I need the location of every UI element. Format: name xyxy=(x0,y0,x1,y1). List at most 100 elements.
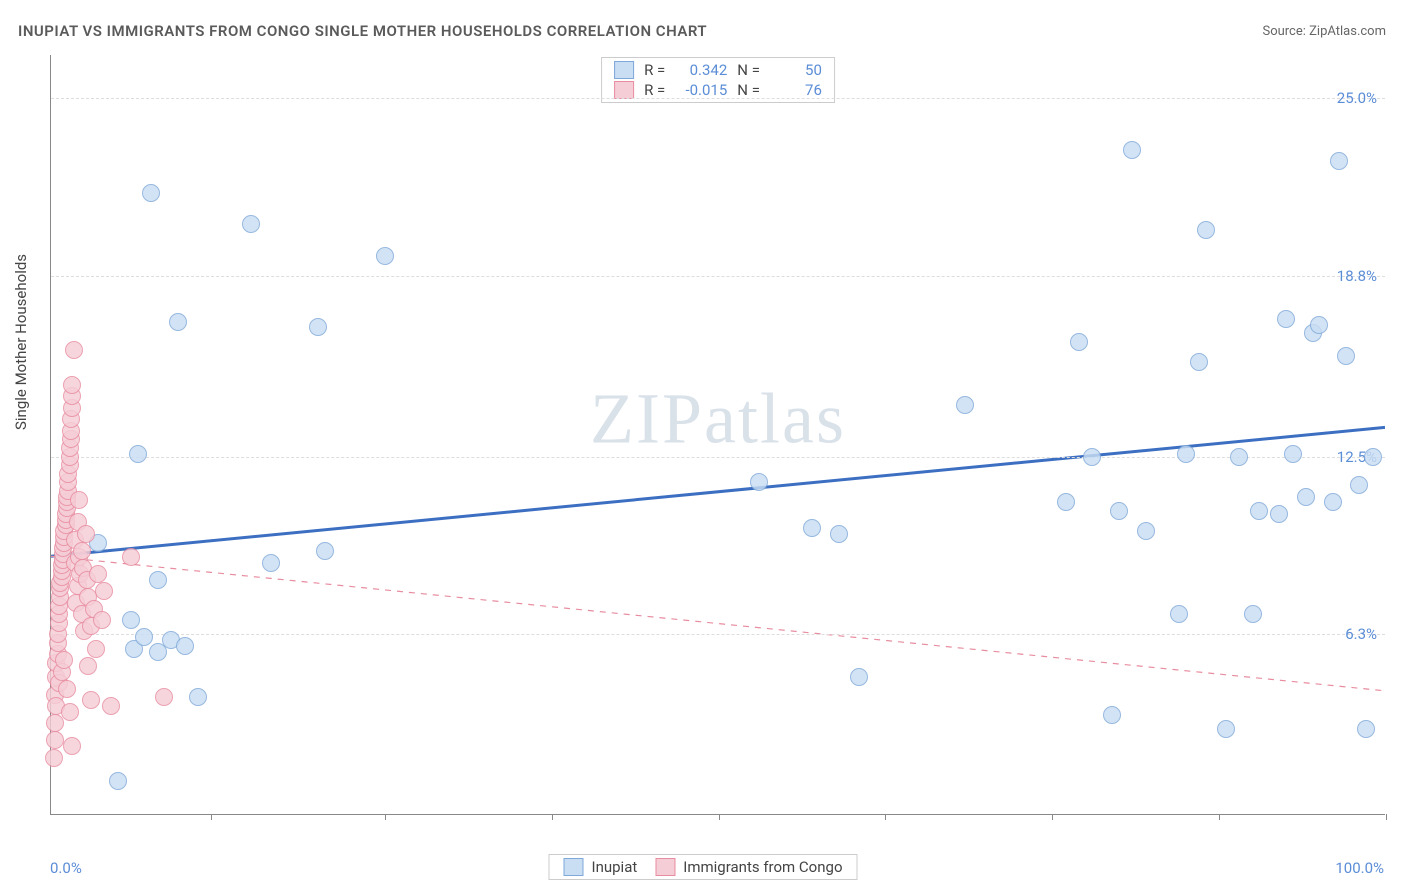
data-point xyxy=(129,445,147,463)
data-point xyxy=(1103,706,1121,724)
x-tick xyxy=(1219,814,1220,820)
data-point xyxy=(1357,720,1375,738)
plot-region: ZIPatlas R = 0.342 N = 50 R = -0.015 N = 76 6.3… xyxy=(50,55,1385,815)
data-point xyxy=(1277,310,1295,328)
y-tick-label: 6.3% xyxy=(1345,625,1377,643)
data-point xyxy=(1217,720,1235,738)
legend-n-value: 76 xyxy=(770,81,822,99)
data-point xyxy=(63,737,81,755)
legend-swatch xyxy=(563,858,583,876)
data-point xyxy=(1230,448,1248,466)
legend-swatch xyxy=(614,61,634,79)
data-point xyxy=(45,749,63,767)
data-point xyxy=(122,548,140,566)
data-point xyxy=(1197,221,1215,239)
data-point xyxy=(1190,353,1208,371)
trend-lines xyxy=(51,55,1385,814)
data-point xyxy=(1070,333,1088,351)
data-point xyxy=(956,396,974,414)
data-point xyxy=(87,640,105,658)
x-tick xyxy=(1386,814,1387,820)
data-point xyxy=(1170,605,1188,623)
data-point xyxy=(1364,448,1382,466)
x-tick xyxy=(385,814,386,820)
legend-r-label: R = xyxy=(644,81,665,99)
data-point xyxy=(376,247,394,265)
data-point xyxy=(262,554,280,572)
legend-row: R = -0.015 N = 76 xyxy=(602,80,834,100)
data-point xyxy=(46,731,64,749)
x-axis-max-label: 100.0% xyxy=(1335,859,1384,877)
data-point xyxy=(1083,448,1101,466)
data-point xyxy=(109,772,127,790)
data-point xyxy=(1057,493,1075,511)
x-tick xyxy=(552,814,553,820)
data-point xyxy=(1350,476,1368,494)
y-tick-label: 25.0% xyxy=(1337,89,1377,107)
series-legend-item: Inupiat xyxy=(563,858,637,876)
legend-r-value: -0.015 xyxy=(675,81,727,99)
legend-r-value: 0.342 xyxy=(675,61,727,79)
legend-row: R = 0.342 N = 50 xyxy=(602,60,834,80)
data-point xyxy=(1310,316,1328,334)
data-point xyxy=(1250,502,1268,520)
data-point xyxy=(1324,493,1342,511)
data-point xyxy=(189,688,207,706)
series-legend: Inupiat Immigrants from Congo xyxy=(548,854,857,880)
legend-n-value: 50 xyxy=(770,61,822,79)
data-point xyxy=(102,697,120,715)
trend-line xyxy=(51,556,1385,691)
data-point xyxy=(89,565,107,583)
data-point xyxy=(1284,445,1302,463)
data-point xyxy=(65,341,83,359)
data-point xyxy=(149,571,167,589)
data-point xyxy=(79,657,97,675)
gridline xyxy=(51,634,1385,635)
data-point xyxy=(58,680,76,698)
correlation-legend: R = 0.342 N = 50 R = -0.015 N = 76 xyxy=(601,57,835,103)
legend-r-label: R = xyxy=(644,61,665,79)
data-point xyxy=(1177,445,1195,463)
x-tick xyxy=(211,814,212,820)
data-point xyxy=(46,714,64,732)
legend-n-label: N = xyxy=(737,81,760,99)
chart-area: ZIPatlas R = 0.342 N = 50 R = -0.015 N = 76 6.3… xyxy=(50,55,1385,815)
data-point xyxy=(95,582,113,600)
x-tick xyxy=(885,814,886,820)
data-point xyxy=(1330,152,1348,170)
series-legend-label: Inupiat xyxy=(591,858,637,876)
data-point xyxy=(316,542,334,560)
data-point xyxy=(155,688,173,706)
data-point xyxy=(63,376,81,394)
watermark: ZIPatlas xyxy=(590,378,846,461)
legend-n-label: N = xyxy=(737,61,760,79)
gridline xyxy=(51,276,1385,277)
data-point xyxy=(77,525,95,543)
y-axis-title: Single Mother Households xyxy=(12,254,30,430)
data-point xyxy=(242,215,260,233)
x-axis-min-label: 0.0% xyxy=(50,859,82,877)
data-point xyxy=(1244,605,1262,623)
data-point xyxy=(82,691,100,709)
data-point xyxy=(73,542,91,560)
data-point xyxy=(1297,488,1315,506)
data-point xyxy=(55,651,73,669)
series-legend-item: Immigrants from Congo xyxy=(655,858,842,876)
data-point xyxy=(142,184,160,202)
data-point xyxy=(1270,505,1288,523)
data-point xyxy=(93,611,111,629)
data-point xyxy=(1137,522,1155,540)
data-point xyxy=(830,525,848,543)
legend-swatch xyxy=(655,858,675,876)
data-point xyxy=(1123,141,1141,159)
data-point xyxy=(309,318,327,336)
data-point xyxy=(135,628,153,646)
x-tick xyxy=(719,814,720,820)
data-point xyxy=(750,473,768,491)
source-attribution: Source: ZipAtlas.com xyxy=(1262,24,1386,39)
legend-swatch xyxy=(614,81,634,99)
data-point xyxy=(169,313,187,331)
data-point xyxy=(70,491,88,509)
gridline xyxy=(51,98,1385,99)
chart-title: INUPIAT VS IMMIGRANTS FROM CONGO SINGLE … xyxy=(18,22,707,40)
